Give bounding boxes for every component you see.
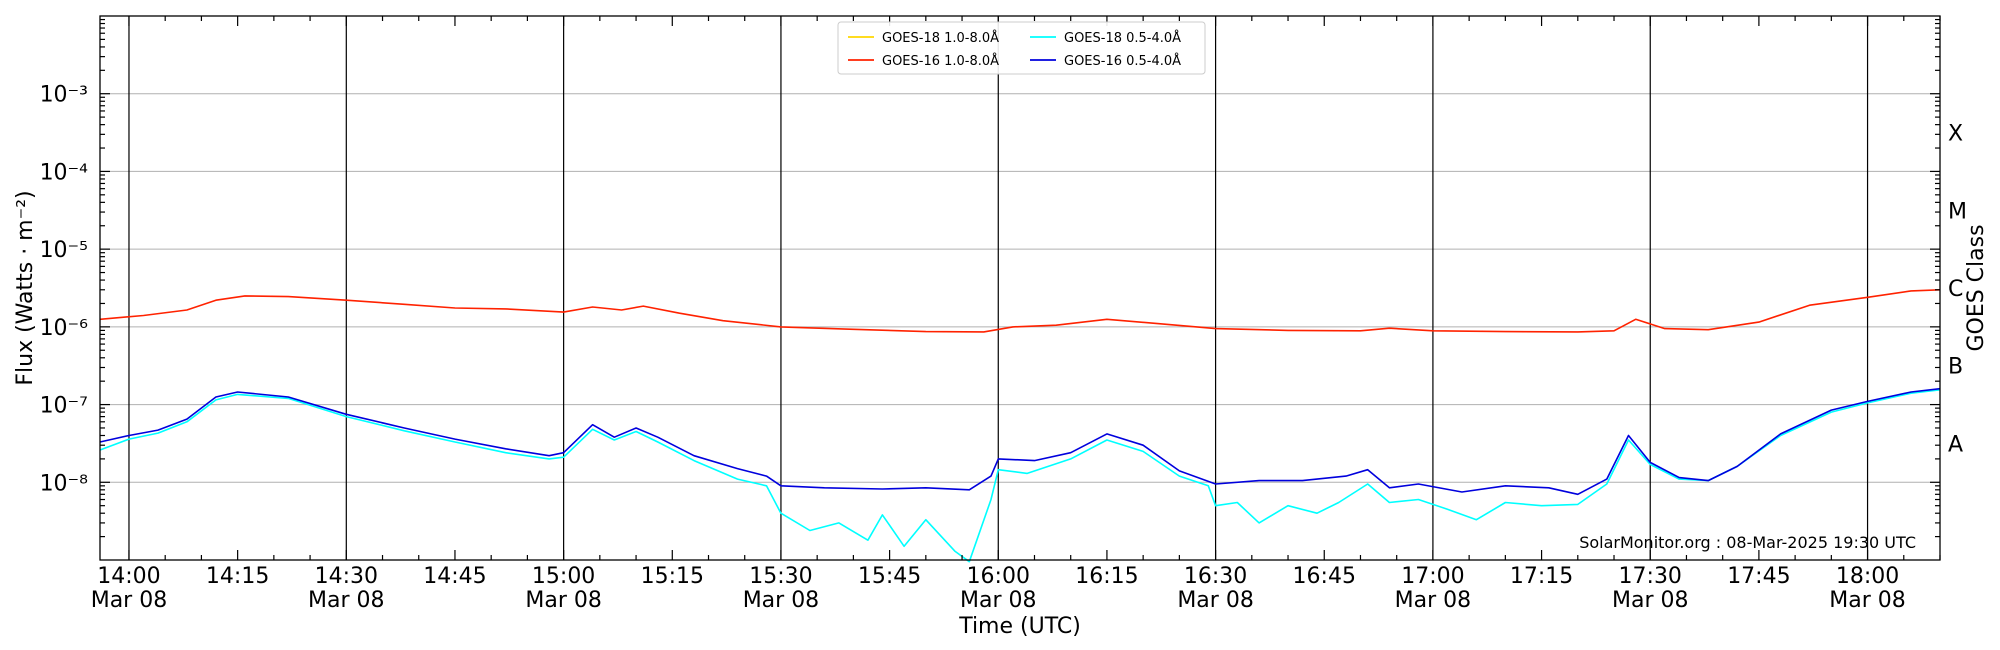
x-tick-date-label: Mar 08 — [1612, 588, 1689, 613]
x-tick-label: 17:30 — [1619, 564, 1682, 589]
goes-class-label: B — [1948, 355, 1963, 380]
x-tick-date-label: Mar 08 — [525, 588, 602, 613]
vertical-hour-lines — [128, 16, 1869, 560]
x-tick-label: 15:15 — [641, 564, 704, 589]
x-tick-label: 16:15 — [1075, 564, 1138, 589]
legend-entry: GOES-18 0.5-4.0Å — [1064, 30, 1181, 46]
x-tick-label: 17:45 — [1727, 564, 1790, 589]
series-line-3 — [99, 387, 1941, 496]
x-tick-date-label: Mar 08 — [1177, 588, 1254, 613]
x-tick-label: 16:30 — [1184, 564, 1247, 589]
y-tick-label: 10⁻³ — [40, 83, 88, 108]
x-tick-label: 16:45 — [1293, 564, 1356, 589]
x-tick-label: 14:30 — [315, 564, 378, 589]
legend-box — [837, 21, 1206, 75]
ticks-layer — [100, 16, 1941, 560]
y-tick-label: 10⁻⁵ — [40, 238, 88, 263]
x-tick-label: 17:00 — [1401, 564, 1464, 589]
credit-text: SolarMonitor.org : 08-Mar-2025 19:30 UTC — [1579, 533, 1916, 552]
x-tick-label: 16:00 — [967, 564, 1030, 589]
x-tick-label: 18:00 — [1836, 564, 1899, 589]
y-tick-label: 10⁻⁶ — [40, 316, 89, 341]
goes-class-label: A — [1948, 432, 1963, 457]
goes-class-label: C — [1948, 277, 1963, 302]
y-tick-label: 10⁻⁴ — [40, 160, 89, 185]
legend: GOES-18 1.0-8.0Å GOES-18 0.5-4.0Å GOES-16 … — [837, 21, 1206, 75]
x-tick-label: 15:30 — [749, 564, 812, 589]
x-tick-date-label: Mar 08 — [91, 588, 168, 613]
x-tick-date-label: Mar 08 — [960, 588, 1037, 613]
x-tick-date-label: Mar 08 — [1829, 588, 1906, 613]
series-line-1 — [99, 289, 1941, 333]
x-tick-date-label: Mar 08 — [743, 588, 820, 613]
x-tick-label: 17:15 — [1510, 564, 1573, 589]
plot-frame — [99, 15, 1941, 561]
x-axis-label: Time (UTC) — [958, 614, 1081, 639]
goes-class-label: M — [1948, 199, 1967, 224]
series-layer — [99, 289, 1941, 563]
y-tick-label: 10⁻⁷ — [40, 394, 88, 419]
goes-class-label: X — [1948, 122, 1963, 147]
x-tick-label: 15:00 — [532, 564, 595, 589]
legend-entry: GOES-16 0.5-4.0Å — [1064, 53, 1181, 69]
legend-entry: GOES-16 1.0-8.0Å — [882, 53, 999, 69]
x-tick-label: 14:15 — [206, 564, 269, 589]
x-tick-label: 14:45 — [423, 564, 486, 589]
x-tick-date-label: Mar 08 — [308, 588, 385, 613]
x-tick-date-label: Mar 08 — [1395, 588, 1472, 613]
x-tick-label: 15:45 — [858, 564, 921, 589]
legend-entry: GOES-18 1.0-8.0Å — [882, 30, 999, 46]
y2-axis-label: GOES Class — [1964, 224, 1989, 351]
x-tick-label: 14:00 — [97, 564, 160, 589]
series-line-2 — [99, 389, 1941, 563]
y-tick-label: 10⁻⁸ — [40, 471, 89, 496]
y-axis-label: Flux (Watts · m⁻²) — [13, 190, 38, 385]
